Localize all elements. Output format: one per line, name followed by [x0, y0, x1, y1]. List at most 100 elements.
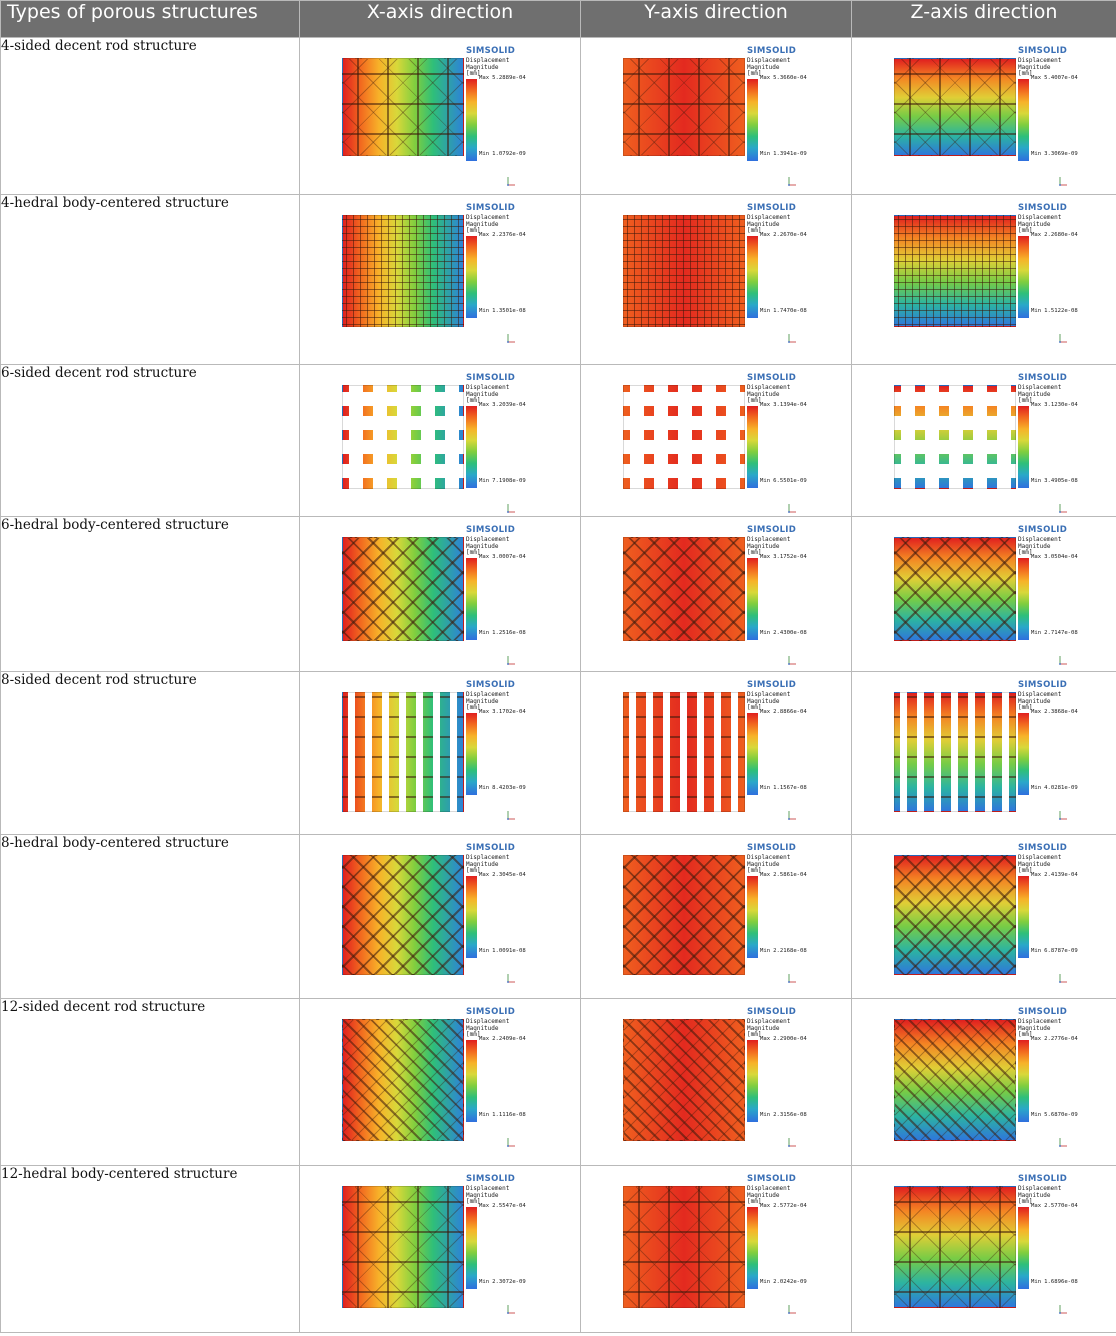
simulation-figure: SIMSOLID Displacement Magnitude [mm] Max 2.26… [619, 203, 829, 361]
max-label: Max [760, 1036, 771, 1042]
simsolid-logo: SIMSOLID [747, 1007, 797, 1017]
structure-type-cell: 8-hedral body-centered structure [0, 834, 300, 999]
color-scale-bar [747, 558, 758, 640]
legend-title: Displacement Magnitude [mm] [1018, 691, 1061, 712]
min-value: 2.3156e-08 [773, 1112, 807, 1119]
min-value: 3.4905e-08 [1044, 478, 1078, 485]
legend-max: Max 2.2900e-04 [760, 1036, 807, 1042]
legend-title-line: Displacement [1018, 214, 1062, 221]
min-label: Min [479, 785, 490, 792]
simulation-figure: SIMSOLID Displacement Magnitude [mm] Max 2.24… [338, 1007, 548, 1162]
result-cell-y: SIMSOLID Displacement Magnitude [mm] Max 2.26… [580, 194, 852, 365]
legend-title-line: Magnitude [466, 1191, 499, 1199]
structure-type-label: 12-hedral body-centered structure [1, 1166, 238, 1182]
legend-values: Max 2.2409e-04 Min 1.1116e-08 [479, 1036, 526, 1119]
legend-title-line: Displacement [466, 536, 510, 543]
legend-title-line: [mm] [466, 1198, 481, 1206]
legend-title-line: Displacement [1018, 854, 1062, 861]
table-row: 4-sided decent rod structure SIMSOLID Disp… [0, 37, 1116, 195]
min-value: 1.5122e-08 [1044, 308, 1078, 315]
structure-type-label: 8-hedral body-centered structure [1, 835, 229, 851]
structure-type-label: 6-sided decent rod structure [1, 365, 197, 381]
legend-title-line: Magnitude [747, 542, 780, 550]
legend-title: Displacement Magnitude [mm] [1018, 384, 1061, 405]
simulation-figure: SIMSOLID Displacement Magnitude [mm] Max 3.13… [619, 373, 829, 513]
legend-max: Max 3.1702e-04 [479, 709, 526, 715]
min-value: 1.3501e-08 [492, 308, 526, 315]
result-cell-z: SIMSOLID Displacement Magnitude [mm] Max 2.57… [851, 1165, 1116, 1333]
color-scale-bar [1018, 558, 1029, 640]
color-scale-bar [747, 1040, 758, 1122]
min-label: Min [760, 785, 771, 792]
simsolid-logo: SIMSOLID [466, 373, 516, 383]
simsolid-logo: SIMSOLID [466, 46, 516, 56]
legend-max: Max 2.2680e-04 [1031, 232, 1078, 238]
min-label: Min [760, 308, 771, 315]
lattice-displacement-image [894, 385, 1016, 489]
legend-max: Max 2.8866e-04 [760, 709, 807, 715]
legend-title: Displacement Magnitude [mm] [466, 691, 509, 712]
axis-triad-icon [788, 1305, 796, 1314]
header-row: Types of porous structures X-axis direct… [0, 0, 1116, 38]
min-label: Min [760, 1279, 771, 1286]
max-label: Max [760, 554, 771, 560]
legend-values: Max 2.5770e-04 Min 1.6896e-08 [1031, 1203, 1078, 1286]
max-value: 2.2900e-04 [773, 1036, 807, 1042]
legend-title-line: Displacement [747, 57, 791, 64]
axis-triad-icon [1059, 1305, 1067, 1314]
legend-title-line: [mm] [1018, 397, 1033, 405]
color-scale-bar [747, 236, 758, 318]
simsolid-logo: SIMSOLID [747, 843, 797, 853]
structure-type-cell: 4-sided decent rod structure [0, 37, 300, 195]
legend-values: Max 5.4007e-04 Min 3.3069e-09 [1031, 75, 1078, 158]
min-value: 2.7147e-08 [1044, 630, 1078, 637]
legend-min: Min 1.5122e-08 [1031, 308, 1078, 314]
simsolid-logo: SIMSOLID [466, 525, 516, 535]
simsolid-logo: SIMSOLID [466, 203, 516, 213]
legend-max: Max 2.2409e-04 [479, 1036, 526, 1042]
legend-min: Min 3.3069e-09 [1031, 151, 1078, 157]
lattice-displacement-image [623, 692, 745, 812]
legend-title: Displacement Magnitude [mm] [466, 854, 509, 875]
legend-min: Min 1.1567e-08 [760, 785, 807, 791]
legend-values: Max 5.3660e-04 Min 1.3941e-09 [760, 75, 807, 158]
legend-title-line: Magnitude [747, 220, 780, 228]
min-label: Min [1031, 308, 1042, 315]
max-value: 2.2670e-04 [773, 232, 807, 238]
color-scale-bar [466, 236, 477, 318]
legend-title-line: Magnitude [747, 1191, 780, 1199]
lattice-displacement-image [342, 385, 464, 489]
color-scale-bar [747, 79, 758, 161]
min-value: 1.7470e-08 [773, 308, 807, 315]
result-cell-x: SIMSOLID Displacement Magnitude [mm] Max 2.30… [299, 834, 581, 999]
lattice-displacement-image [342, 1186, 464, 1308]
simsolid-logo: SIMSOLID [1018, 1007, 1068, 1017]
legend-title: Displacement Magnitude [mm] [1018, 536, 1061, 557]
legend-min: Min 3.4905e-08 [1031, 478, 1078, 484]
min-value: 1.1567e-08 [773, 785, 807, 792]
result-cell-z: SIMSOLID Displacement Magnitude [mm] Max 2.41… [851, 834, 1116, 999]
legend-max: Max 2.5770e-04 [1031, 1203, 1078, 1209]
color-scale-bar [466, 1040, 477, 1122]
structure-type-label: 6-hedral body-centered structure [1, 517, 229, 533]
legend-title-line: Displacement [1018, 1018, 1062, 1025]
legend-title-line: [mm] [747, 1031, 762, 1039]
legend-max: Max 2.3868e-04 [1031, 709, 1078, 715]
min-label: Min [760, 1112, 771, 1119]
min-value: 1.2516e-08 [492, 630, 526, 637]
legend-title: Displacement Magnitude [mm] [466, 57, 509, 78]
legend-title-line: Magnitude [466, 390, 499, 398]
legend-title-line: [mm] [1018, 70, 1033, 78]
result-cell-z: SIMSOLID Displacement Magnitude [mm] Max 2.38… [851, 671, 1116, 835]
structure-type-cell: 4-hedral body-centered structure [0, 194, 300, 365]
max-label: Max [479, 554, 490, 560]
legend-title-line: Magnitude [747, 63, 780, 71]
max-label: Max [1031, 402, 1042, 408]
header-z-axis: Z-axis direction [851, 0, 1116, 38]
max-value: 5.3660e-04 [773, 75, 807, 81]
color-scale-bar [1018, 406, 1029, 488]
result-cell-y: SIMSOLID Displacement Magnitude [mm] Max 3.17… [580, 516, 852, 672]
legend-title-line: Displacement [466, 214, 510, 221]
simulation-figure: SIMSOLID Displacement Magnitude [mm] Max 2.30… [338, 843, 548, 995]
simulation-figure: SIMSOLID Displacement Magnitude [mm] Max 3.05… [890, 525, 1100, 668]
